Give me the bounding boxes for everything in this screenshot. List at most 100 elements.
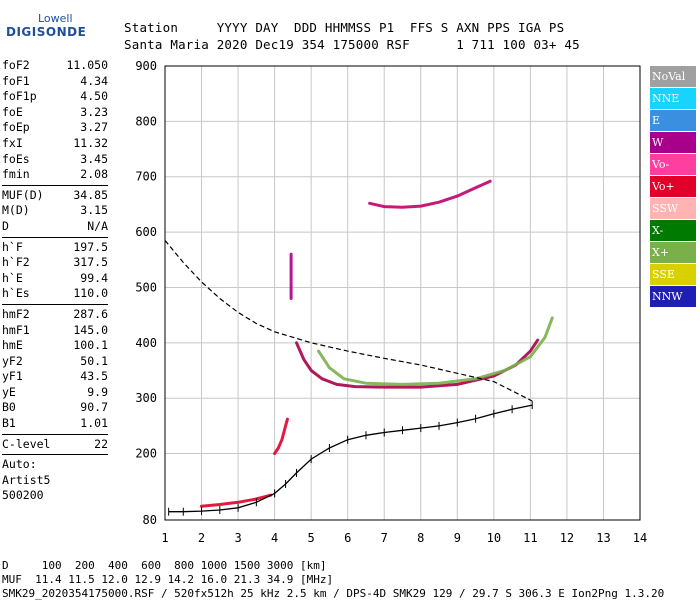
x-tick-label: 6 (344, 531, 351, 545)
param-value: 90.7 (80, 400, 108, 415)
y-tick-label: 80 (143, 513, 157, 527)
param-value: 9.9 (87, 384, 108, 399)
param-label: hmF2 (2, 306, 30, 321)
param-row: foF1p 4.50 (2, 89, 108, 105)
param-row: B1 1.01 (2, 416, 108, 432)
auto-code: 500200 (2, 488, 44, 503)
panel-divider (2, 433, 108, 435)
param-row: h`F 197.5 (2, 240, 108, 256)
param-value: 3.27 (80, 120, 108, 135)
param-value: 99.4 (80, 270, 108, 285)
x-tick-label: 1 (161, 531, 168, 545)
y-tick-label: 600 (135, 225, 157, 239)
param-value: 317.5 (73, 255, 108, 270)
param-label: B1 (2, 416, 16, 431)
param-label: foF1p (2, 89, 37, 104)
param-value: 287.6 (73, 306, 108, 321)
param-value: 2.08 (80, 167, 108, 182)
param-value: 50.1 (80, 353, 108, 368)
param-label: h`F2 (2, 255, 30, 270)
param-row: fmin 2.08 (2, 167, 108, 183)
x-tick-label: 9 (454, 531, 461, 545)
x-tick-label: 14 (633, 531, 647, 545)
param-row: MUF(D) 34.85 (2, 188, 108, 204)
param-row: C-level 22 (2, 437, 108, 453)
param-value: 110.0 (73, 286, 108, 301)
param-value: 3.45 (80, 151, 108, 166)
echo-trace (200, 493, 273, 508)
param-label: hmF1 (2, 322, 30, 337)
panel-divider (2, 184, 108, 186)
param-row: foE 3.23 (2, 105, 108, 121)
param-label: M(D) (2, 203, 30, 218)
legend-item: NNW (650, 286, 696, 307)
polarization-legend: NoVal NNE E W Vo- Vo+ SSW X- X+ SSE NNW (650, 66, 696, 308)
electron-density-profile (168, 404, 533, 513)
param-label: foEp (2, 120, 30, 135)
param-label: fmin (2, 167, 30, 182)
legend-item: Vo+ (650, 176, 696, 197)
param-value: 43.5 (80, 369, 108, 384)
legend-item: X- (650, 220, 696, 241)
plot-frame (164, 65, 641, 521)
param-label: D (2, 218, 9, 233)
x-tick-label: 7 (381, 531, 388, 545)
param-value: 4.34 (80, 73, 108, 88)
param-row: hmF1 145.0 (2, 323, 108, 339)
legend-item: SSW (650, 198, 696, 219)
param-label: foEs (2, 151, 30, 166)
param-value: 3.23 (80, 104, 108, 119)
auto-artist: Artist5 (2, 472, 51, 487)
param-value: 11.32 (73, 135, 108, 150)
param-row: yF1 43.5 (2, 369, 108, 385)
param-row: M(D) 3.15 (2, 203, 108, 219)
param-value: 34.85 (73, 187, 108, 202)
y-tick-label: 800 (135, 114, 157, 128)
param-label: h`Es (2, 286, 30, 301)
x-tick-label: 5 (308, 531, 315, 545)
param-value: 1.01 (80, 416, 108, 431)
param-value: 100.1 (73, 338, 108, 353)
param-label: foE (2, 104, 23, 119)
footer-distance: D 100 200 400 600 800 1000 1500 3000 [km… (2, 559, 327, 572)
param-value: N/A (87, 218, 108, 233)
param-row: foF1 4.34 (2, 74, 108, 90)
param-row: hmF2 287.6 (2, 307, 108, 323)
legend-item: E (650, 110, 696, 131)
legend-item: SSE (650, 264, 696, 285)
parameter-panel: foF2 11.050 foF1 4.34 foF1p 4.50 foE 3.23 foEp 3.… (2, 58, 108, 504)
param-row: fxI 11.32 (2, 136, 108, 152)
param-row: B0 90.7 (2, 400, 108, 416)
param-label: fxI (2, 135, 23, 150)
param-value: 11.050 (66, 58, 108, 72)
panel-divider (2, 236, 108, 238)
x-tick-label: 3 (234, 531, 241, 545)
param-label: h`E (2, 270, 23, 285)
y-tick-label: 500 (135, 280, 157, 294)
header-columns: Station YYYY DAY DDD HHMMSS P1 FFS S AXN… (124, 20, 565, 35)
param-label: yF1 (2, 369, 23, 384)
echo-trace (317, 316, 554, 386)
param-label: yE (2, 384, 16, 399)
param-label: hmE (2, 338, 23, 353)
param-row: D N/A (2, 219, 108, 235)
legend-item: X+ (650, 242, 696, 263)
legend-item: NNE (650, 88, 696, 109)
legend-item: W (650, 132, 696, 153)
param-label: foF2 (2, 58, 30, 72)
legend-item: NoVal (650, 66, 696, 87)
footer-file-info: SMK29_2020354175000.RSF / 520fx512h 25 k… (2, 587, 665, 600)
param-value: 197.5 (73, 239, 108, 254)
param-label: C-level (2, 436, 51, 451)
echo-trace (273, 417, 289, 456)
param-value: 22 (94, 436, 108, 451)
param-label: yF2 (2, 353, 23, 368)
x-tick-label: 2 (198, 531, 205, 545)
param-row: h`F2 317.5 (2, 255, 108, 271)
param-label: MUF(D) (2, 187, 44, 202)
param-row: h`Es 110.0 (2, 286, 108, 302)
x-tick-label: 13 (596, 531, 610, 545)
x-tick-label: 8 (417, 531, 424, 545)
param-row: foEp 3.27 (2, 120, 108, 136)
